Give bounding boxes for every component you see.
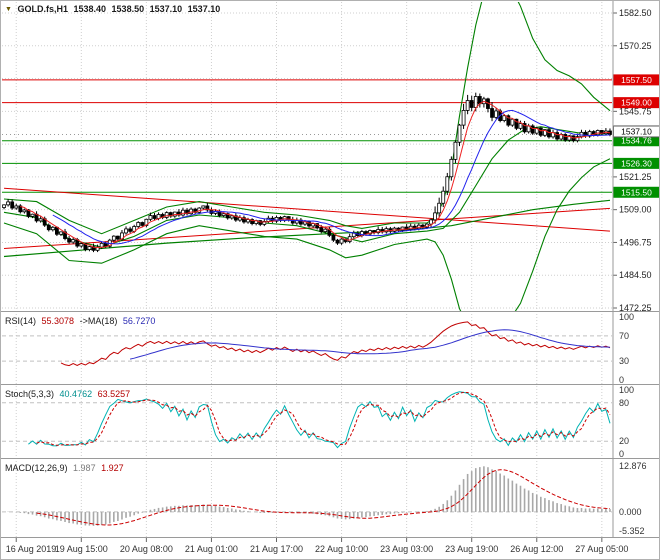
price-badge bbox=[613, 186, 659, 198]
stoch-d-line bbox=[36, 391, 611, 446]
price-tick-label: 1582.50 bbox=[619, 8, 652, 18]
time-label: 16 Aug 2019 bbox=[6, 544, 57, 554]
price-tick-label: 1472.25 bbox=[619, 303, 652, 313]
main-chart-panel[interactable] bbox=[1, 1, 613, 311]
time-label: 27 Aug 05:00 bbox=[575, 544, 628, 554]
macd-histogram bbox=[7, 466, 611, 526]
macd-title: MACD(12,26,9) 1.987 1.927 bbox=[5, 463, 127, 473]
rsi-line bbox=[60, 321, 611, 367]
price-badge bbox=[613, 135, 659, 147]
mid-ma-line bbox=[52, 109, 611, 245]
svg-text:12.876: 12.876 bbox=[619, 461, 647, 471]
macd-layer bbox=[2, 466, 612, 526]
svg-text:1557.50: 1557.50 bbox=[621, 75, 652, 85]
svg-text:100: 100 bbox=[619, 312, 634, 322]
stoch-k-line bbox=[28, 391, 611, 449]
rsi-ma-value: 56.7270 bbox=[122, 316, 156, 326]
rsi-ma-name: ->MA(18) bbox=[79, 316, 118, 326]
macd-signal-value: 1.927 bbox=[101, 463, 124, 473]
time-label: 21 Aug 17:00 bbox=[250, 544, 303, 554]
svg-text:1515.50: 1515.50 bbox=[621, 187, 652, 197]
time-label: 22 Aug 10:00 bbox=[315, 544, 368, 554]
price-axis[interactable] bbox=[613, 1, 659, 538]
svg-text:1549.00: 1549.00 bbox=[621, 98, 652, 108]
symbol-period: GOLD.fs,H1 bbox=[17, 4, 68, 14]
fast-ma-line bbox=[20, 100, 611, 248]
ohlc-low: 1537.10 bbox=[149, 4, 183, 14]
time-label: 21 Aug 01:00 bbox=[185, 544, 238, 554]
stochastic-title: Stoch(5,3,3) 40.4762 63.5257 bbox=[5, 389, 133, 399]
price-axis-layer: 100703001008020012.8760.000-5.3521582.50… bbox=[613, 8, 659, 536]
time-label: 26 Aug 12:00 bbox=[510, 544, 563, 554]
svg-text:70: 70 bbox=[619, 331, 629, 341]
time-label: 23 Aug 19:00 bbox=[445, 544, 498, 554]
price-tick-label: 1509.00 bbox=[619, 205, 652, 215]
macd-name: MACD(12,26,9) bbox=[5, 463, 68, 473]
stoch-signal-value: 63.5257 bbox=[97, 389, 131, 399]
svg-text:1534.76: 1534.76 bbox=[621, 136, 652, 146]
ohlc-close: 1537.10 bbox=[187, 4, 221, 14]
time-axis[interactable] bbox=[1, 538, 659, 559]
panel-borders bbox=[1, 1, 659, 538]
rsi-value: 55.3078 bbox=[41, 316, 75, 326]
splitter-macd[interactable] bbox=[1, 457, 613, 461]
svg-text:0.000: 0.000 bbox=[619, 507, 642, 517]
time-label: 20 Aug 08:00 bbox=[120, 544, 173, 554]
time-label: 19 Aug 15:00 bbox=[55, 544, 108, 554]
rsi-title: RSI(14) 55.3078 ->MA(18) 56.7270 bbox=[5, 316, 158, 326]
svg-text:80: 80 bbox=[619, 398, 629, 408]
price-tick-label: 1484.50 bbox=[619, 270, 652, 280]
svg-text:1537.10: 1537.10 bbox=[621, 126, 652, 136]
svg-text:30: 30 bbox=[619, 356, 629, 366]
price-tick-label: 1545.75 bbox=[619, 106, 652, 116]
band-lower bbox=[3, 158, 611, 311]
splitter-stochastic[interactable] bbox=[1, 383, 613, 387]
price-badge bbox=[613, 74, 659, 86]
price-badge bbox=[613, 157, 659, 169]
rsi-ma-line bbox=[129, 329, 611, 360]
price-badge bbox=[613, 97, 659, 109]
svg-text:20: 20 bbox=[619, 436, 629, 446]
grid-layer bbox=[2, 2, 612, 537]
stochastic-layer bbox=[2, 391, 612, 449]
price-tick-label: 1521.25 bbox=[619, 172, 652, 182]
price-tick-label: 1570.25 bbox=[619, 41, 652, 51]
stoch-name: Stoch(5,3,3) bbox=[5, 389, 55, 399]
macd-signal-line bbox=[36, 469, 611, 526]
ohlc-high: 1538.50 bbox=[111, 4, 145, 14]
svg-text:100: 100 bbox=[619, 385, 634, 395]
svg-text:-5.352: -5.352 bbox=[619, 526, 645, 536]
price-tick-label: 1496.75 bbox=[619, 237, 652, 247]
rsi-layer bbox=[2, 321, 612, 367]
svg-text:0: 0 bbox=[619, 375, 624, 385]
macd-value: 1.987 bbox=[73, 463, 96, 473]
ohlc-open: 1538.40 bbox=[73, 4, 107, 14]
chart-symbol-title: ▼ GOLD.fs,H1 1538.40 1538.50 1537.10 153… bbox=[5, 4, 223, 15]
rsi-name: RSI(14) bbox=[5, 316, 37, 326]
main-chart-layer bbox=[2, 2, 612, 311]
time-label: 23 Aug 03:00 bbox=[380, 544, 433, 554]
symbol-marker-icon[interactable]: ▼ bbox=[5, 6, 12, 13]
stoch-value: 40.4762 bbox=[59, 389, 93, 399]
trendline bbox=[3, 187, 611, 232]
svg-text:1526.30: 1526.30 bbox=[621, 158, 652, 168]
band-middle bbox=[3, 126, 611, 248]
svg-text:0: 0 bbox=[619, 449, 624, 459]
splitter-rsi[interactable] bbox=[1, 310, 613, 314]
